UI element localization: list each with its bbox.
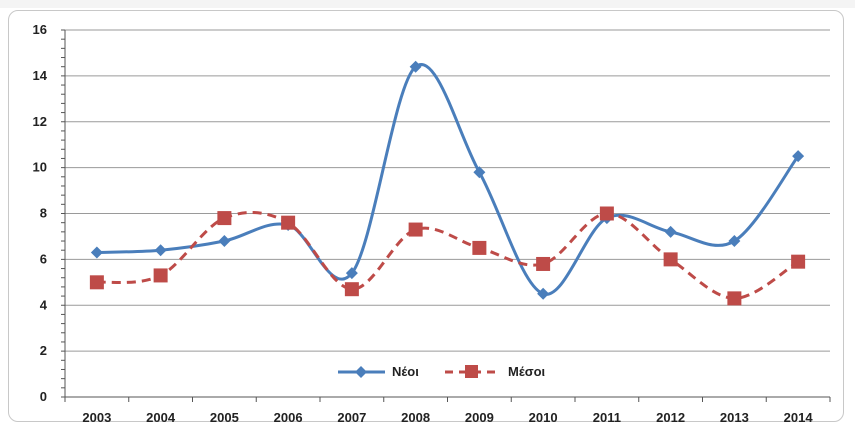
series-line-1	[96, 210, 799, 300]
data-point-diamond	[90, 246, 103, 259]
y-tick-label: 12	[33, 114, 47, 129]
top-strip	[0, 0, 855, 8]
y-tick-label: 16	[33, 22, 47, 37]
x-tick-label: 2003	[82, 410, 111, 425]
data-point-square	[727, 291, 742, 306]
data-point-square	[663, 252, 678, 267]
data-point-diamond	[664, 225, 677, 238]
data-point-diamond	[537, 287, 550, 300]
y-tick-label: 14	[33, 68, 48, 83]
data-point-square	[153, 268, 168, 283]
data-point-square	[536, 256, 551, 271]
data-point-diamond	[728, 235, 741, 248]
legend-marker-neoi	[355, 366, 367, 378]
legend-marker-mesoi	[465, 365, 478, 378]
x-tick-label: 2011	[593, 410, 621, 425]
grid-layer	[65, 29, 830, 352]
data-point-square	[89, 275, 104, 290]
x-tick-label: 2013	[720, 410, 749, 425]
x-tick-label: 2014	[784, 410, 814, 425]
y-tick-label: 0	[40, 389, 47, 404]
legend: Νέοι Μέσοι	[338, 364, 546, 379]
data-point-square	[281, 215, 296, 230]
data-point-square	[472, 240, 487, 255]
data-point-diamond	[154, 244, 167, 257]
data-point-square	[791, 254, 806, 269]
series-layer	[89, 60, 806, 306]
data-point-square	[408, 222, 423, 237]
data-point-diamond	[473, 166, 486, 179]
x-tick-label: 2009	[465, 410, 494, 425]
data-point-square	[599, 206, 614, 221]
y-tick-label: 8	[40, 206, 47, 221]
y-tick-label: 4	[40, 297, 48, 312]
x-tick-label: 2004	[146, 410, 176, 425]
data-point-diamond	[409, 60, 422, 73]
legend-label-mesoi: Μέσοι	[508, 364, 546, 379]
y-tick-label: 2	[40, 343, 47, 358]
data-point-diamond	[792, 150, 805, 163]
data-point-diamond	[345, 267, 358, 280]
x-tick-label: 2007	[337, 410, 366, 425]
y-tick-label: 10	[33, 160, 47, 175]
x-tick-label: 2006	[274, 410, 303, 425]
data-point-square	[217, 211, 232, 226]
x-tick-label: 2010	[529, 410, 558, 425]
axis-layer: 0 2 4 6 8 10 12 14 16 2003 2004 2005 2006 2007 2008 200…	[33, 22, 831, 425]
x-tick-label: 2005	[210, 410, 239, 425]
chart-frame	[8, 10, 844, 422]
x-tick-label: 2008	[401, 410, 430, 425]
data-point-diamond	[218, 235, 231, 248]
data-point-square	[344, 282, 359, 297]
legend-label-neoi: Νέοι	[392, 364, 419, 379]
y-tick-label: 6	[40, 251, 47, 266]
x-tick-label: 2012	[656, 410, 685, 425]
